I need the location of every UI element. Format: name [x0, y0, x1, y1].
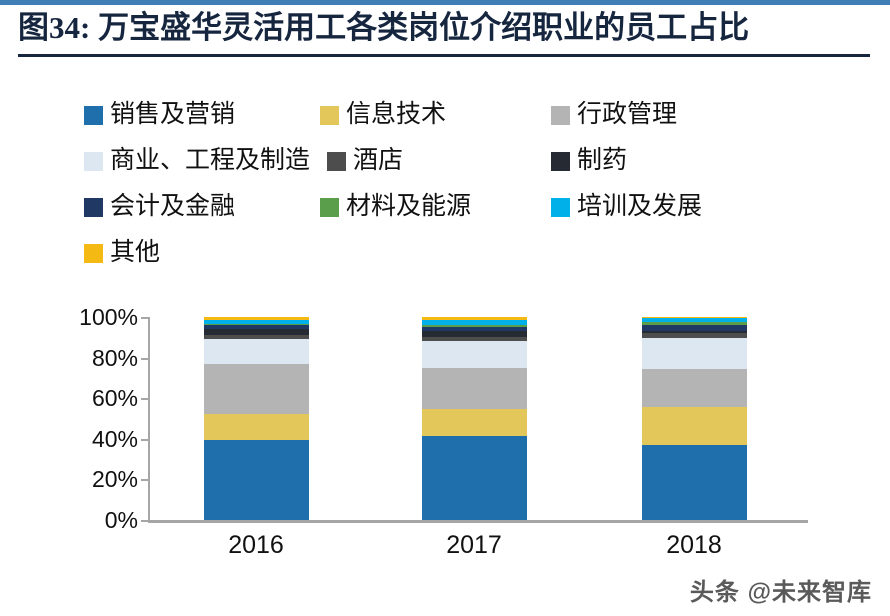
legend-swatch-icon	[551, 197, 570, 217]
x-axis-tick-label: 2018	[666, 531, 722, 559]
legend-row: 销售及营销 信息技术 行政管理	[84, 92, 884, 138]
legend-item-label: 商业、工程及制造	[110, 147, 311, 174]
legend-item[interactable]: 酒店	[327, 138, 403, 184]
legend-item[interactable]: 制药	[551, 138, 627, 184]
legend-swatch-icon	[327, 151, 346, 171]
y-axis-tick-label: 0%	[104, 507, 138, 533]
bar-segment[interactable]	[641, 333, 747, 339]
y-axis-tick-label: 60%	[91, 385, 138, 412]
bar-segment[interactable]	[203, 363, 309, 415]
legend-row: 商业、工程及制造 酒店 制药	[84, 138, 884, 184]
bar-segment[interactable]	[421, 327, 527, 332]
bar-segment[interactable]	[421, 341, 527, 368]
watermark: 头条 @未来智库	[689, 579, 872, 606]
y-axis-tick-label: 40%	[91, 425, 138, 452]
legend-item-label: 行政管理	[577, 101, 678, 128]
legend-item-label: 信息技术	[346, 101, 447, 128]
bar-segment[interactable]	[641, 322, 747, 326]
bar-segment[interactable]	[203, 329, 309, 336]
x-axis-line	[148, 520, 808, 523]
y-axis-tick-mark	[141, 479, 149, 482]
title-block: 图34: 万宝盛华灵活用工各类岗位介绍职业的员工占比	[18, 8, 872, 60]
page-title: 图34: 万宝盛华灵活用工各类岗位介绍职业的员工占比	[18, 10, 750, 45]
legend-item[interactable]: 培训及发展	[551, 184, 702, 230]
y-axis-tick-mark	[141, 438, 149, 441]
bar-segment[interactable]	[421, 325, 527, 328]
bar-segment[interactable]	[421, 337, 527, 342]
bar-segment[interactable]	[421, 409, 527, 436]
bar-segment[interactable]	[641, 317, 747, 319]
legend-item[interactable]: 商业、工程及制造	[84, 138, 310, 184]
legend-item[interactable]: 信息技术	[320, 92, 446, 138]
legend-swatch-icon	[84, 243, 103, 263]
y-axis-line	[148, 317, 150, 521]
y-axis-tick-mark	[141, 398, 149, 401]
y-axis-tick-label: 100%	[79, 304, 138, 330]
bar-segment[interactable]	[641, 325, 747, 332]
bar-segment[interactable]	[421, 435, 527, 520]
bar-segment[interactable]	[203, 324, 309, 326]
bar-segment[interactable]	[421, 367, 527, 410]
legend-swatch-icon	[320, 197, 339, 217]
bar-segment[interactable]	[203, 317, 309, 321]
bar-segment[interactable]	[641, 368, 747, 408]
legend-item-label: 制药	[577, 147, 628, 174]
legend-item[interactable]: 会计及金融	[84, 184, 235, 230]
bar-stack[interactable]	[421, 317, 527, 520]
legend-item-label: 其他	[110, 239, 161, 266]
bar-segment[interactable]	[203, 439, 309, 520]
bar-stack[interactable]	[641, 317, 747, 520]
legend-swatch-icon	[84, 105, 103, 125]
title-underline	[18, 54, 870, 57]
y-axis-tick-label: 20%	[91, 466, 138, 493]
bar-segment[interactable]	[203, 325, 309, 330]
bar-segment[interactable]	[641, 444, 747, 520]
bar-segment[interactable]	[421, 331, 527, 338]
legend-item-label: 会计及金融	[110, 193, 236, 220]
legend-item[interactable]: 销售及营销	[84, 92, 235, 138]
legend-item[interactable]: 其他	[84, 230, 160, 276]
x-axis-tick-label: 2017	[446, 531, 502, 559]
y-axis-tick-mark	[141, 317, 149, 319]
bar-segment[interactable]	[421, 317, 527, 321]
legend-swatch-icon	[320, 105, 339, 125]
legend-item[interactable]: 行政管理	[551, 92, 677, 138]
bar-segment[interactable]	[203, 320, 309, 325]
y-axis-tick-label: 80%	[91, 344, 138, 371]
legend-item-label: 培训及发展	[577, 193, 703, 220]
legend-item-label: 销售及营销	[110, 101, 236, 128]
legend-swatch-icon	[84, 151, 103, 171]
bar-segment[interactable]	[203, 335, 309, 340]
bar-segment[interactable]	[641, 338, 747, 369]
y-axis-labels: 0% 20% 40% 60% 80% 100%	[54, 300, 138, 540]
bar-segment[interactable]	[421, 320, 527, 326]
chart-legend: 销售及营销 信息技术 行政管理商业、工程及制造 酒店 制药会计及金融 材料及能源 培训及发展…	[84, 92, 884, 287]
legend-item-label: 材料及能源	[346, 193, 472, 220]
legend-swatch-icon	[551, 151, 570, 171]
bar-segment[interactable]	[641, 318, 747, 323]
bar-segment[interactable]	[203, 339, 309, 364]
x-axis-tick-label: 2016	[228, 531, 284, 559]
bar-segment[interactable]	[641, 331, 747, 334]
bar-segment[interactable]	[641, 407, 747, 445]
top-accent-bar	[0, 0, 890, 5]
legend-swatch-icon	[551, 105, 570, 125]
bar-segment[interactable]	[203, 414, 309, 440]
bar-stack[interactable]	[203, 317, 309, 520]
legend-item-label: 酒店	[353, 147, 404, 174]
y-axis-tick-mark	[141, 520, 149, 522]
legend-item[interactable]: 材料及能源	[320, 184, 471, 230]
legend-row: 其他	[84, 230, 884, 276]
y-axis-tick-mark	[141, 357, 149, 360]
legend-row: 会计及金融 材料及能源 培训及发展	[84, 184, 884, 230]
legend-swatch-icon	[84, 197, 103, 217]
